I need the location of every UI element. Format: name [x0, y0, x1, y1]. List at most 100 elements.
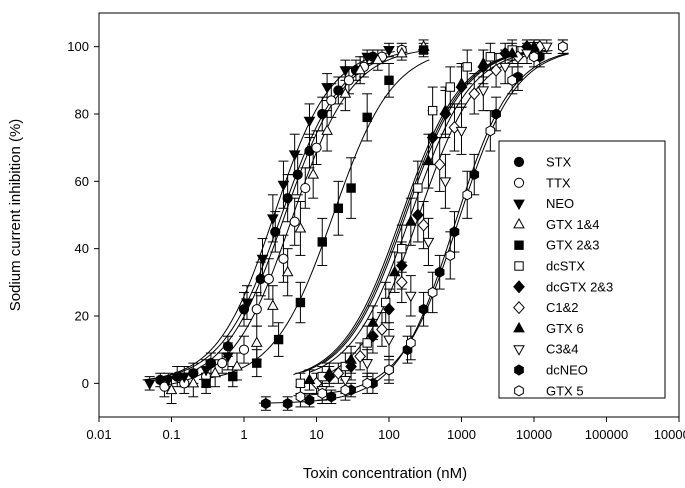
data-point [345, 353, 357, 364]
legend-label: C3&4 [546, 342, 579, 357]
data-point [383, 335, 395, 347]
data-point [361, 359, 374, 370]
data-point [404, 215, 417, 226]
data-point [384, 75, 394, 86]
x-tick-label: 1 [240, 427, 247, 442]
data-point [507, 74, 518, 86]
data-point [388, 265, 401, 277]
legend-marker [513, 217, 525, 229]
data-point [321, 124, 333, 135]
data-point [418, 303, 429, 315]
legend-label: STX [546, 155, 572, 170]
data-point [367, 329, 379, 343]
legend-label: dcSTX [546, 259, 585, 274]
data-point [238, 344, 250, 355]
legend-marker [513, 345, 525, 356]
data-point [187, 376, 200, 388]
legend: STX TTX NEO GTX 1&4 GTX 2&3 dcSTX dcGTX 2&3 C1&… [498, 140, 666, 399]
data-point [449, 226, 460, 238]
y-tick-label: 80 [75, 107, 89, 122]
data-point [413, 183, 423, 193]
legend-label: TTX [546, 175, 571, 190]
data-point [178, 372, 191, 384]
data-point [288, 150, 301, 161]
x-tick-label: 10000 [516, 427, 552, 442]
data-point [209, 366, 221, 378]
data-point [469, 169, 480, 181]
data-point [462, 62, 472, 72]
data-point [362, 112, 372, 123]
data-point [362, 338, 372, 348]
data-point [371, 53, 384, 65]
legend-label: GTX 5 [546, 383, 584, 398]
data-point [267, 214, 279, 225]
data-point [455, 77, 468, 88]
data-point [439, 177, 452, 188]
y-tick-label: 60 [75, 174, 89, 189]
legend-box [498, 140, 666, 399]
data-point [278, 253, 289, 264]
data-point [417, 218, 430, 232]
legend-label: C1&2 [546, 300, 579, 315]
data-point [455, 126, 468, 138]
data-point [303, 116, 316, 128]
data-point [311, 142, 322, 153]
x-tick-label: 1000 [447, 427, 476, 442]
data-point [462, 189, 473, 201]
legend-marker [513, 177, 525, 188]
legend-label: GTX 2&3 [546, 238, 599, 253]
data-point [326, 391, 337, 403]
data-point [188, 368, 199, 379]
data-point [294, 221, 307, 233]
data-point [397, 243, 407, 254]
data-point [165, 383, 178, 395]
data-point [267, 299, 279, 310]
data-point [354, 63, 366, 75]
data-point [383, 46, 395, 57]
legend-label: dcGTX 2&3 [546, 279, 613, 294]
data-point [339, 375, 352, 387]
data-point [317, 108, 328, 120]
fit-curve [199, 59, 430, 381]
data-point [317, 237, 327, 247]
data-point [159, 381, 170, 392]
data-point [300, 182, 311, 194]
data-point [404, 291, 417, 303]
data-point [439, 104, 452, 115]
data-point [491, 108, 501, 120]
data-point [485, 52, 496, 62]
legend-marker [514, 364, 524, 376]
data-point [445, 249, 456, 261]
data-point [529, 51, 539, 63]
legend-label: dcNEO [546, 363, 588, 378]
x-axis-ticks: 0.01 0.1 1 10 100 1000 10000 100000 1000000 [86, 417, 685, 442]
data-point [499, 62, 511, 74]
data-point [433, 157, 446, 172]
data-point [395, 258, 408, 273]
data-point [217, 358, 228, 369]
data-point [422, 154, 435, 166]
data-point [558, 41, 568, 53]
y-tick-label: 100 [67, 39, 89, 54]
data-point [333, 85, 344, 96]
data-point [282, 193, 293, 204]
data-point [205, 358, 217, 369]
legend-marker [513, 301, 525, 315]
data-point [422, 237, 435, 249]
x-tick-label: 100000 [585, 427, 628, 442]
data-point [256, 254, 269, 266]
data-point [448, 120, 461, 135]
fit-curve [309, 49, 546, 373]
fit-curve [153, 58, 379, 380]
data-point [228, 371, 238, 382]
data-point [200, 365, 212, 377]
data-point [241, 298, 253, 310]
data-point [361, 52, 374, 64]
data-point [528, 40, 540, 51]
y-tick-label: 20 [75, 309, 89, 324]
data-points [143, 40, 568, 410]
data-point [289, 216, 300, 227]
x-tick-label: 0.01 [86, 427, 111, 442]
data-point [411, 208, 424, 222]
data-point [477, 56, 490, 68]
